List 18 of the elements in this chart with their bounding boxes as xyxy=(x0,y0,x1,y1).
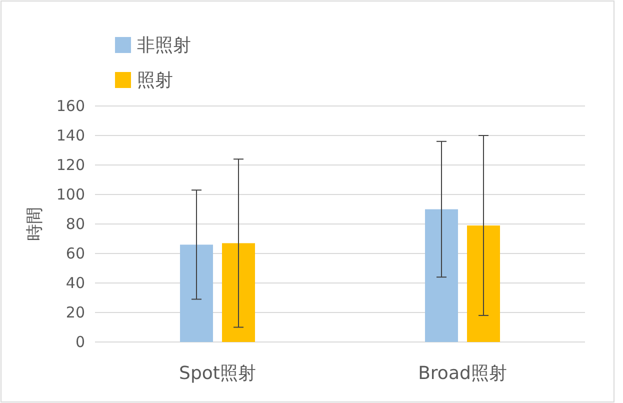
y-tick-label: 60 xyxy=(66,244,85,262)
y-tick-label: 100 xyxy=(56,186,85,204)
y-tick-label: 80 xyxy=(66,215,85,233)
bar xyxy=(180,244,213,342)
bar xyxy=(222,243,255,342)
y-tick-label: 40 xyxy=(66,274,85,292)
legend-label: 照射 xyxy=(137,70,173,91)
y-tick-label: 20 xyxy=(66,304,85,322)
bar xyxy=(467,225,500,342)
x-tick-label: Broad照射 xyxy=(418,363,507,384)
y-tick-label: 0 xyxy=(75,333,85,351)
x-tick-label: Spot照射 xyxy=(179,363,256,384)
legend-label: 非照射 xyxy=(137,35,191,56)
y-tick-label: 120 xyxy=(56,156,85,174)
bar xyxy=(425,209,458,342)
y-tick-label: 160 xyxy=(56,97,85,115)
y-tick-label: 140 xyxy=(56,126,85,144)
y-axis-title: 時間 xyxy=(25,207,45,241)
